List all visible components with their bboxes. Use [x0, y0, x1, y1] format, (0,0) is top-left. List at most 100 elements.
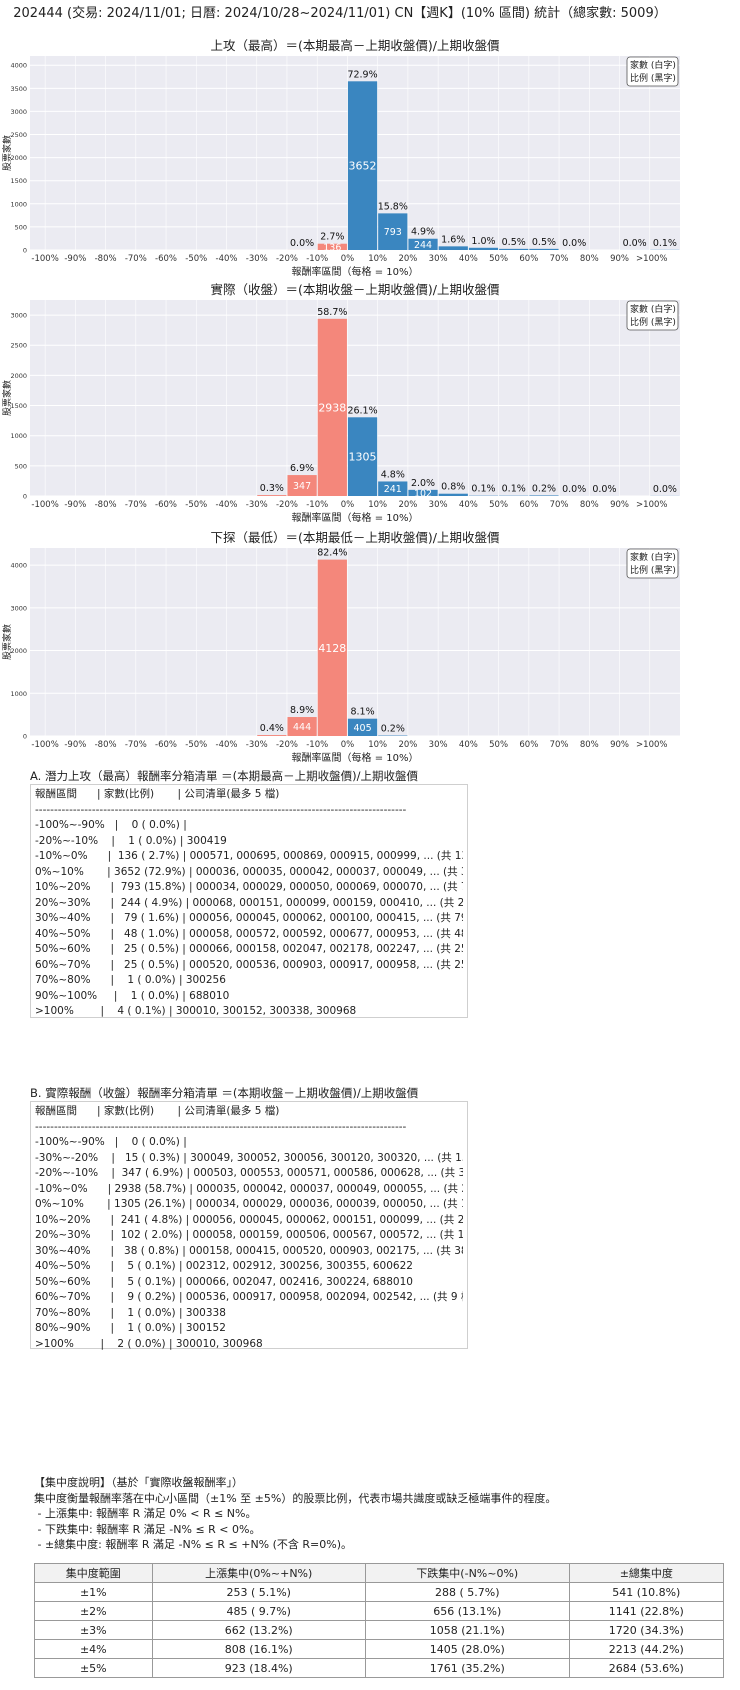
x-tick-label: 30% [429, 254, 448, 264]
y-tick-label: 3000 [10, 108, 27, 116]
bar [347, 81, 378, 250]
table-cell: 662 (13.2%) [151, 1620, 366, 1640]
list-item: 20%~30% | 244 ( 4.9%) | 000068, 000151, … [35, 896, 463, 909]
y-tick-label: 2500 [10, 342, 27, 350]
x-tick-label: 20% [398, 254, 417, 264]
x-tick-label: -70% [125, 740, 147, 750]
x-tick-label: 20% [398, 740, 417, 750]
legend: 家數 (白字)比例 (黑字) [626, 56, 679, 87]
y-axis-label: 股票家數 [1, 380, 13, 416]
list-item: 80%~90% | 1 ( 0.0%) | 300152 [35, 1322, 226, 1334]
chart-title: 實際（收盤）＝(本期收盤－上期收盤價)/上期收盤價 [211, 282, 500, 297]
x-tick-label: -10% [306, 500, 328, 510]
x-tick-label: -100% [31, 500, 58, 510]
bar-pct-label: 8.9% [290, 705, 314, 716]
x-tick-label: >100% [636, 740, 667, 750]
y-tick-label: 500 [15, 462, 27, 470]
x-tick-label: -40% [216, 500, 238, 510]
x-tick-label: 60% [519, 254, 538, 264]
concentration-line: - ±總集中度: 報酬率 R 滿足 -N% ≤ R ≤ +N% (不含 R=0%… [34, 1538, 353, 1551]
x-tick-label: -20% [276, 500, 298, 510]
list-item: >100% | 2 ( 0.0%) | 300010, 300968 [35, 1337, 263, 1350]
y-tick-label: 0 [23, 733, 27, 741]
list-item: -30%~-20% | 15 ( 0.3%) | 300049, 300052,… [35, 1151, 463, 1164]
table-header-cell: 集中度範圍 [34, 1563, 153, 1583]
y-tick-label: 0 [23, 247, 27, 255]
bar-pct-label: 0.0% [653, 484, 677, 495]
bar-count-label: 444 [293, 722, 311, 733]
list-item: 90%~100% | 1 ( 0.0%) | 688010 [35, 989, 230, 1002]
bar-pct-label: 15.8% [378, 201, 408, 212]
x-tick-label: -90% [64, 740, 86, 750]
bar-pct-label: 26.1% [347, 405, 377, 416]
x-axis-label: 報酬率區間（每格 = 10%） [292, 265, 419, 278]
table-cell: 541 (10.8%) [568, 1582, 725, 1602]
bar-pct-label: 2.0% [411, 478, 435, 489]
bar-pct-label: 0.5% [532, 237, 556, 248]
bar-count-label: 136 [323, 242, 341, 253]
list-item: -100%~-90% | 0 ( 0.0%) | [35, 1136, 187, 1148]
x-tick-label: -90% [64, 254, 86, 264]
y-tick-label: 2000 [10, 372, 27, 380]
x-tick-label: -60% [155, 254, 177, 264]
plot-area [30, 548, 680, 736]
bar-pct-label: 0.0% [562, 484, 586, 495]
y-tick-label: 1000 [10, 432, 27, 440]
bar [287, 475, 317, 496]
table-cell: 808 (16.1%) [151, 1639, 366, 1659]
x-tick-label: 30% [429, 740, 448, 750]
table-row: ±4% 808 (16.1%) 1405 (28.0%) 2213 (44.2%) [34, 1639, 725, 1659]
x-axis-label: 報酬率區間（每格 = 10%） [292, 511, 419, 524]
legend-count: 家數 (白字) [630, 551, 676, 563]
table-cell: 1058 (21.1%) [364, 1620, 570, 1640]
x-tick-label: -50% [185, 254, 207, 264]
bar-pct-label: 4.8% [381, 469, 405, 480]
table-row: ±2% 485 ( 9.7%) 656 (13.1%) 1141 (22.8%) [34, 1601, 725, 1621]
x-tick-label: 50% [489, 254, 508, 264]
x-tick-label: 0% [341, 740, 355, 750]
x-tick-label: -100% [31, 254, 58, 264]
table-cell: ±1% [34, 1582, 153, 1602]
concentration-line: 集中度衡量報酬率落在中心小區間（±1% 至 ±5%）的股票比例，代表市場共識度或… [34, 1491, 557, 1505]
table-cell: 656 (13.1%) [364, 1601, 570, 1621]
bar-pct-label: 0.0% [562, 238, 586, 249]
table-row: ±5% 923 (18.4%) 1761 (35.2%) 2684 (53.6%) [34, 1658, 725, 1678]
y-axis-label: 股票家數 [1, 624, 13, 660]
list-item: 0%~10% | 3652 (72.9%) | 000036, 000035, … [35, 865, 463, 878]
list-item: 60%~70% | 25 ( 0.5%) | 000520, 000536, 0… [35, 958, 463, 971]
x-tick-label: 30% [429, 500, 448, 510]
x-tick-label: -30% [246, 254, 268, 264]
bar [347, 718, 378, 736]
x-tick-label: 40% [459, 740, 478, 750]
table-cell: 1720 (34.3%) [568, 1620, 725, 1640]
bar-count-label: 405 [353, 723, 371, 734]
bar-pct-label: 0.2% [381, 724, 405, 735]
table-cell: 2684 (53.6%) [568, 1658, 725, 1678]
bar [317, 318, 347, 496]
bar-pct-label: 0.0% [623, 238, 647, 249]
y-tick-label: 1500 [10, 402, 27, 410]
x-tick-label: -100% [31, 740, 58, 750]
x-tick-label: -60% [155, 740, 177, 750]
x-tick-label: 50% [489, 500, 508, 510]
bar-pct-label: 58.7% [317, 307, 347, 318]
table-header-cell: 下跌集中(-N%~0%) [364, 1563, 570, 1583]
list-separator: ----------------------------------------… [35, 803, 407, 816]
table-cell: 2213 (44.2%) [568, 1639, 725, 1659]
x-tick-label: 10% [368, 500, 387, 510]
table-cell: ±4% [34, 1639, 153, 1659]
x-tick-label: 80% [580, 500, 599, 510]
bar [317, 559, 347, 736]
x-tick-label: -40% [216, 254, 238, 264]
chart-svg: 上攻（最高）＝(本期最高－上期收盤價)/上期收盤價 0 500 1000 1500 200… [1, 38, 680, 278]
x-tick-label: 80% [580, 254, 599, 264]
x-tick-label: 70% [550, 500, 569, 510]
x-tick-label: 70% [550, 740, 569, 750]
x-tick-label: 20% [398, 500, 417, 510]
bar [317, 243, 347, 250]
x-tick-label: -50% [185, 500, 207, 510]
legend-ratio: 比例 (黑字) [630, 72, 676, 84]
bar-pct-label: 0.0% [290, 238, 314, 249]
chart-svg: 下探（最低）＝(本期最低－上期收盤價)/上期收盤價 0 1000 2000 3000 40… [1, 530, 680, 764]
bar [438, 493, 468, 496]
